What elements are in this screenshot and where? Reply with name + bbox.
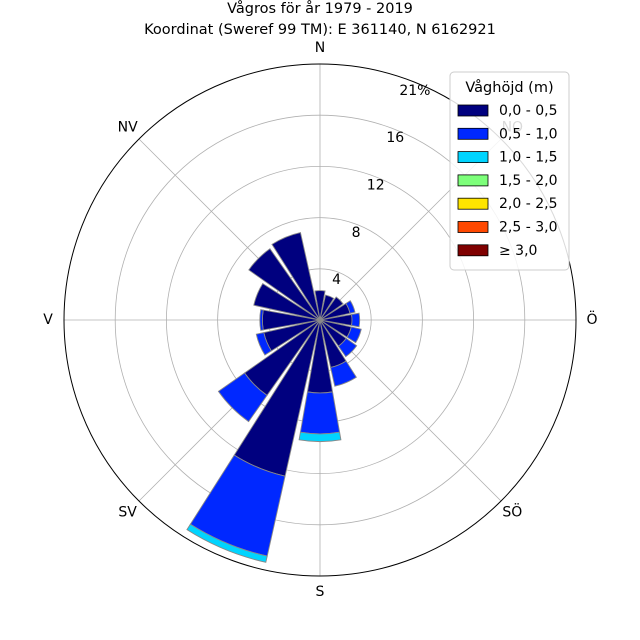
rose-bar-7-1	[330, 360, 357, 387]
direction-label-3: SÖ	[502, 502, 522, 520]
radial-tick-label-4: 21%	[399, 83, 430, 99]
legend-entry-1: 0,5 - 1,0	[499, 126, 557, 142]
legend-swatch-6	[457, 244, 489, 257]
legend-swatch-4	[457, 197, 489, 210]
radial-tick-labels: 4 8 12 16 21%	[332, 83, 430, 288]
outer-ring	[63, 63, 577, 577]
rose-bars	[186, 232, 362, 563]
direction-label-0: N	[315, 40, 325, 56]
legend-title: Våghöjd (m)	[465, 79, 553, 96]
rose-bar-6-1	[337, 337, 358, 358]
direction-label-5: SV	[118, 504, 137, 520]
legend-swatch-1	[457, 127, 489, 140]
rose-bar-4-1	[351, 312, 361, 328]
rose-bar-0-0	[314, 290, 326, 321]
rose-bar-10-1	[217, 372, 268, 423]
direction-label-2: Ö	[586, 310, 597, 328]
direction-label-7: NV	[118, 120, 138, 136]
legend-entry-0: 0,0 - 0,5	[499, 103, 557, 119]
legend-entry-3: 1,5 - 2,0	[499, 173, 557, 189]
direction-label-6: V	[43, 312, 53, 328]
legend-swatch-5	[457, 221, 489, 233]
direction-labels: NNOÖSÖSSVVNV	[43, 40, 597, 600]
rose-bar-8-2	[298, 431, 342, 442]
legend-box	[449, 71, 570, 271]
chart-title: Vågros för år 1979 - 2019	[227, 0, 413, 17]
rose-bar-2-0	[319, 296, 344, 321]
legend-entry-4: 2,0 - 2,5	[499, 196, 557, 212]
rose-bar-13-0	[253, 283, 321, 321]
radial-tick-label-1: 8	[352, 225, 361, 241]
rose-bar-11-1	[255, 332, 272, 356]
legend: Våghöjd (m) 0,0 - 0,5 0,5 - 1,0 1,0 - 1,5 1,…	[449, 71, 570, 271]
legend-swatch-0	[457, 104, 489, 117]
legend-swatch-2	[457, 151, 489, 164]
rose-bar-14-0	[248, 248, 321, 321]
rose-bar-3-1	[345, 300, 356, 314]
rose-bar-12-1	[259, 309, 264, 331]
radial-tick-label-3: 16	[386, 130, 404, 146]
legend-swatch-3	[457, 174, 489, 187]
rose-bar-1-0	[319, 294, 335, 321]
chart-subtitle: Koordinat (Sweref 99 TM): E 361140, N 61…	[144, 22, 496, 38]
legend-entry-6: ≥ 3,0	[499, 243, 537, 259]
legend-entry-5: 2,5 - 3,0	[499, 220, 557, 236]
rose-bar-8-1	[299, 391, 341, 435]
rose-bar-5-1	[346, 326, 362, 344]
radial-tick-label-2: 12	[367, 177, 385, 193]
rose-bar-15-0	[271, 232, 321, 321]
rose-bar-9-2	[186, 523, 268, 563]
radial-tick-label-0: 4	[332, 272, 341, 288]
direction-label-4: S	[316, 584, 325, 600]
legend-entry-2: 1,0 - 1,5	[499, 150, 557, 166]
